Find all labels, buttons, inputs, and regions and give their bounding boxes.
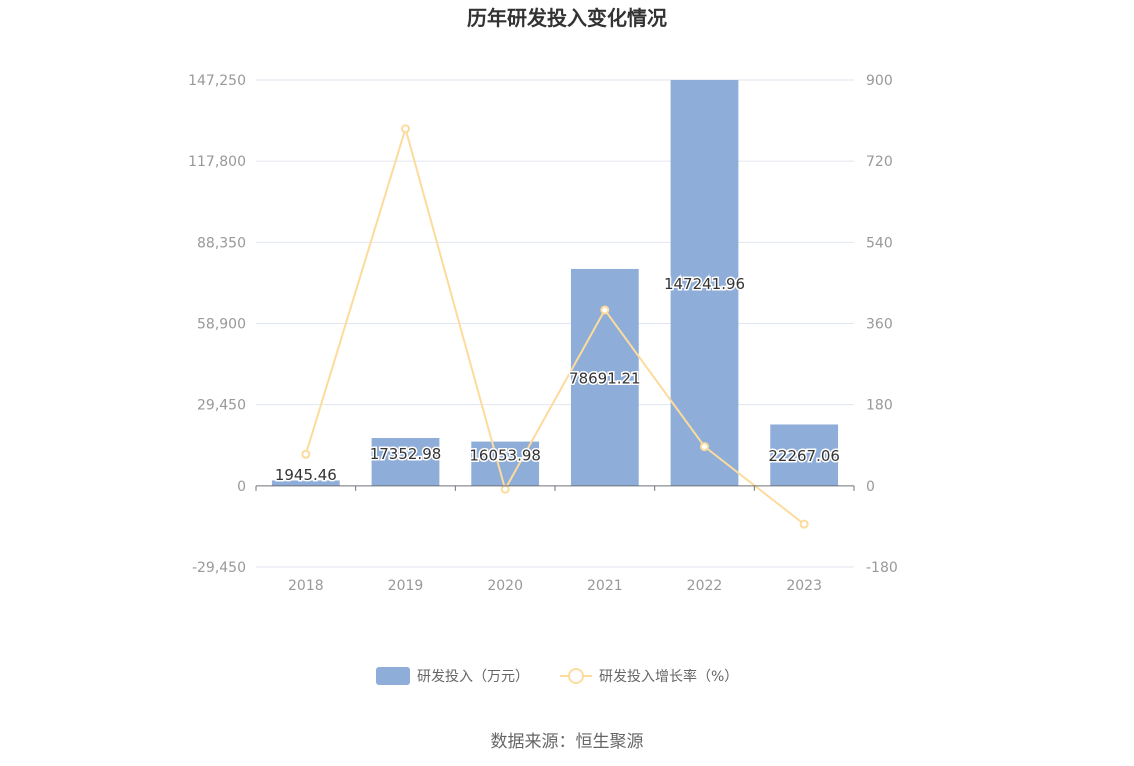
left-tick-label: -29,450 bbox=[192, 560, 246, 576]
chart-title: 历年研发投入变化情况 bbox=[467, 6, 667, 30]
bar-2021[interactable] bbox=[570, 268, 639, 486]
left-tick-label: 88,350 bbox=[197, 235, 246, 251]
right-tick-label: 720 bbox=[866, 154, 893, 170]
right-tick-label: 540 bbox=[866, 235, 893, 251]
grid-lines bbox=[256, 79, 854, 568]
growth-line bbox=[304, 125, 805, 525]
bar-value-label: 22267.06 bbox=[768, 447, 840, 465]
growth-point-2020[interactable] bbox=[500, 484, 510, 494]
x-tick-label: 2018 bbox=[288, 578, 324, 594]
bar-value-label: 1945.46 bbox=[275, 466, 337, 484]
growth-point-2021[interactable] bbox=[600, 305, 610, 315]
data-labels: 1945.46 17352.98 16053.98 78691.21 147241.96… bbox=[273, 273, 841, 485]
x-tick-label: 2021 bbox=[587, 578, 623, 594]
growth-point-2023[interactable] bbox=[799, 519, 809, 529]
left-tick-label: 58,900 bbox=[197, 317, 246, 333]
right-tick-label: -180 bbox=[866, 560, 898, 576]
x-tick-label: 2023 bbox=[786, 578, 822, 594]
left-axis-ticks: 147,250 117,800 88,350 58,900 29,450 0 -29,450 bbox=[188, 73, 246, 576]
right-tick-label: 900 bbox=[866, 73, 893, 89]
legend-line-label[interactable]: 研发投入增长率（%） bbox=[599, 668, 738, 685]
bar-value-label: 17352.98 bbox=[370, 445, 442, 463]
right-tick-label: 180 bbox=[866, 398, 893, 414]
source-text: 数据来源：恒生聚源 bbox=[491, 732, 644, 752]
bar-2022[interactable] bbox=[670, 80, 739, 486]
bar-2018[interactable] bbox=[271, 480, 340, 486]
left-tick-label: 117,800 bbox=[188, 154, 246, 170]
growth-point-2022[interactable] bbox=[700, 442, 709, 452]
right-axis-ticks: 900 720 540 360 180 0 -180 bbox=[866, 73, 898, 576]
legend-bar-label[interactable]: 研发投入（万元） bbox=[417, 669, 529, 685]
right-tick-label: 360 bbox=[866, 317, 893, 333]
line-series bbox=[301, 124, 809, 529]
left-tick-label: 147,250 bbox=[188, 73, 246, 89]
x-tick-label: 2019 bbox=[388, 578, 424, 594]
right-tick-label: 0 bbox=[866, 479, 875, 495]
x-tick-label: 2020 bbox=[487, 578, 523, 594]
legend: 研发投入（万元） 研发投入增长率（%） bbox=[376, 667, 738, 685]
bar-value-label: 147241.96 bbox=[664, 275, 745, 293]
bar-2023[interactable] bbox=[770, 424, 839, 486]
left-tick-label: 29,450 bbox=[197, 398, 246, 414]
bar-value-label: 78691.21 bbox=[569, 369, 641, 387]
x-tick-label: 2022 bbox=[687, 578, 723, 594]
bar-series bbox=[271, 80, 839, 486]
legend-line-marker[interactable] bbox=[568, 668, 584, 684]
legend-bar-swatch[interactable] bbox=[376, 667, 410, 685]
growth-point-2018[interactable] bbox=[301, 449, 311, 459]
left-tick-label: 0 bbox=[237, 479, 246, 495]
bar-2019[interactable] bbox=[371, 438, 440, 486]
growth-point-2019[interactable] bbox=[401, 124, 410, 134]
x-axis: 2018 2019 2020 2021 2022 2023 bbox=[255, 485, 855, 594]
bar-value-label: 16053.98 bbox=[469, 447, 541, 465]
